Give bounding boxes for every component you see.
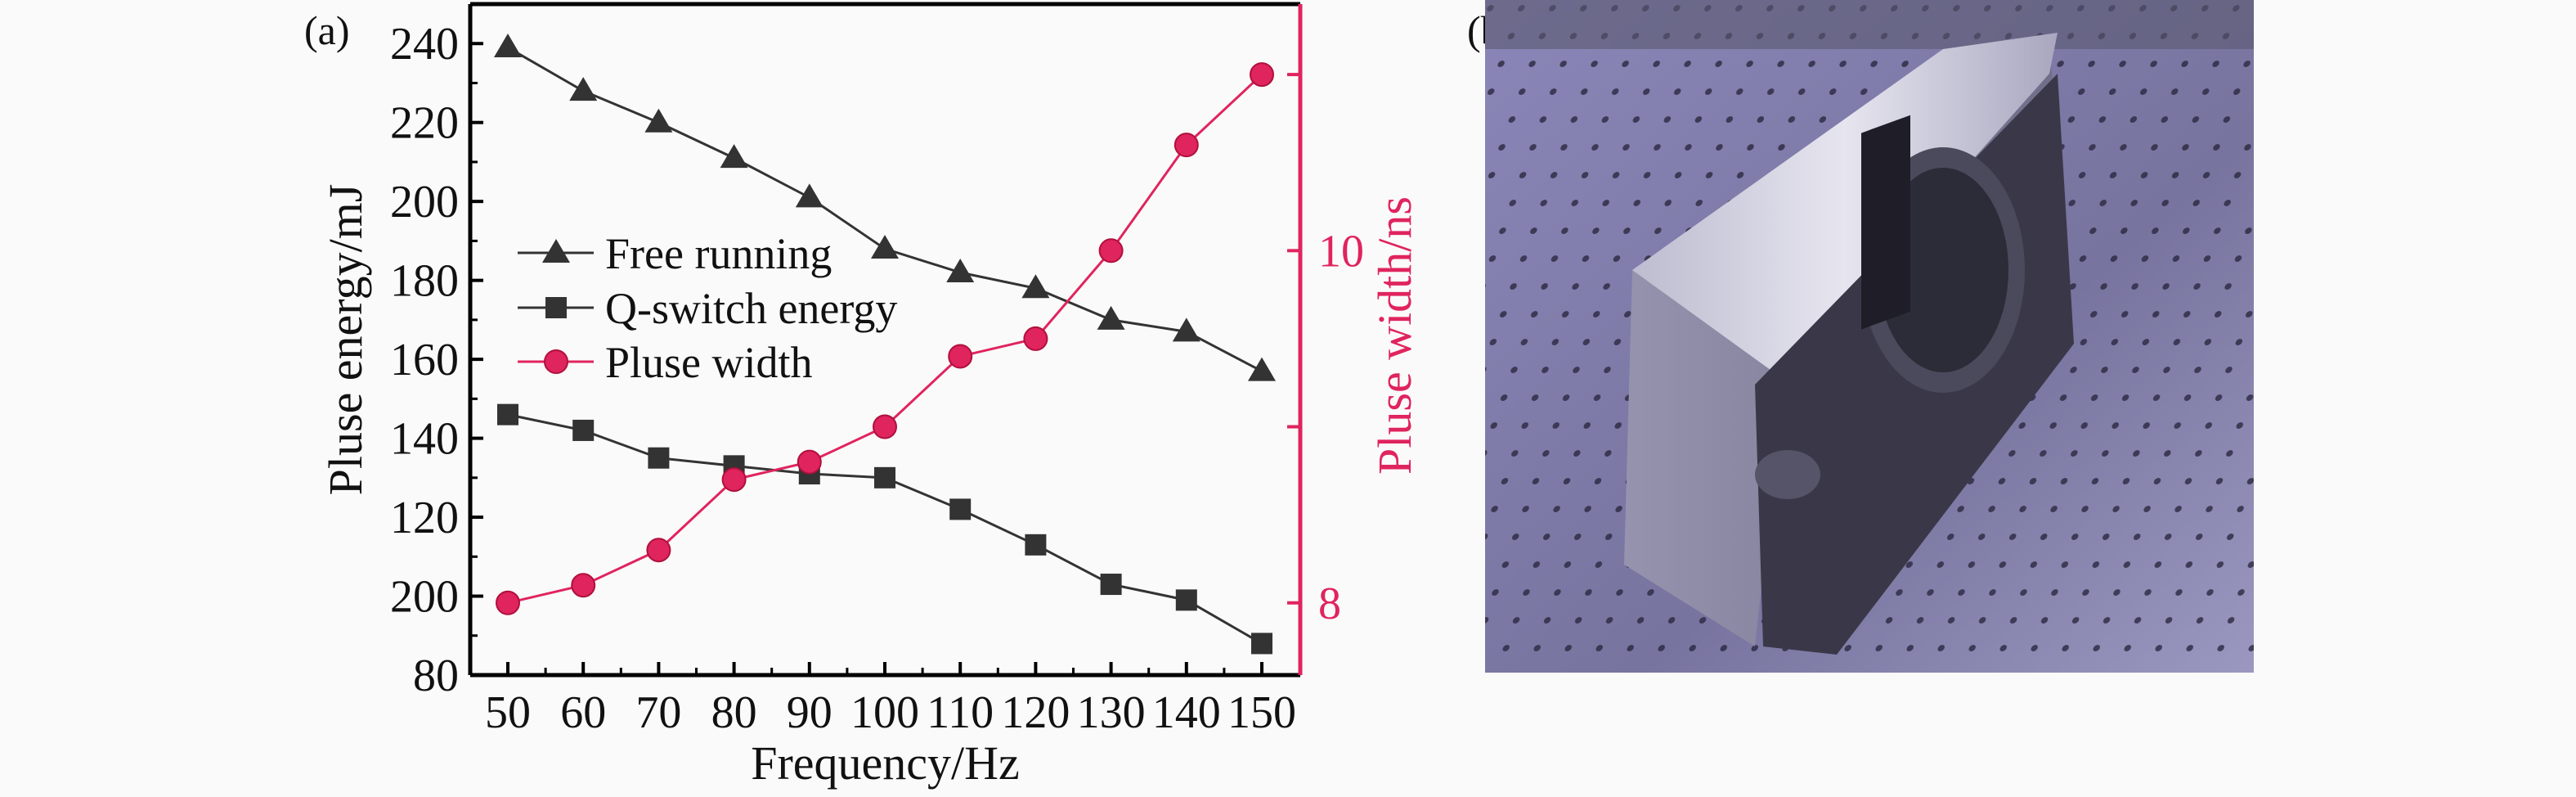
y2-tick-label: 10 [1318,226,1364,277]
data-point-free-running [1097,305,1125,330]
data-point-q-switch-energy [874,466,895,489]
chart: 50 60 70 80 90 100 110 120 130 140 150802001201401… [319,2,1421,790]
legend-label-q-switch-energy: Q-switch energy [605,284,897,333]
data-point-pluse-width [721,467,747,493]
y-tick-label: 80 [413,651,459,701]
data-point-free-running [569,77,598,101]
y-tick-label: 180 [390,256,459,307]
data-point-pluse-width [797,449,822,475]
data-point-pluse-width [1023,326,1048,351]
data-point-q-switch-energy [497,403,518,426]
data-point-free-running [795,183,824,208]
legend-label-free-running: Free running [605,229,832,278]
y2-axis-title: Pluse width/ns [1368,196,1421,475]
data-point-q-switch-energy [1175,589,1197,611]
data-point-free-running [1021,274,1050,299]
x-tick-label: 50 [485,687,531,738]
x-tick-label: 130 [1077,687,1146,738]
x-tick-label: 120 [1001,687,1070,738]
data-point-free-running [1172,317,1200,342]
y-tick-label: 140 [390,414,459,465]
data-point-free-running [946,259,975,282]
photo-laser-device [1485,0,2254,673]
y-axis-title: Pluse energy/mJ [319,184,372,496]
legend-marker-q-switch-energy [545,297,567,318]
data-point-pluse-width [1174,133,1199,158]
panel-a-label: (a) [304,7,350,53]
legend-label-pluse-width: Pluse width [605,338,813,387]
x-axis-title: Frequency/Hz [751,736,1020,790]
data-point-pluse-width [873,414,897,439]
y-tick-label: 200 [390,572,459,623]
data-point-pluse-width [1250,62,1274,88]
y2-tick-label: 8 [1318,579,1341,629]
x-tick-label: 110 [927,687,994,738]
data-point-pluse-width [571,573,596,598]
data-point-q-switch-energy [1251,633,1272,655]
data-point-q-switch-energy [949,498,972,520]
data-point-free-running [1248,357,1276,381]
legend-marker-pluse-width [544,349,568,374]
data-point-pluse-width [646,538,671,563]
y-tick-label: 240 [390,19,459,70]
data-point-q-switch-energy [1100,574,1122,596]
data-point-q-switch-energy [648,447,670,469]
data-point-q-switch-energy [572,419,595,441]
data-point-pluse-width [496,590,520,615]
data-point-q-switch-energy [1025,534,1047,556]
series-line-q-switch-energy [507,413,1263,645]
data-point-free-running [494,34,522,58]
y-tick-label: 200 [390,177,459,227]
legend-marker-free-running [542,239,570,263]
y-tick-label: 120 [390,493,459,543]
data-point-free-running [644,108,673,133]
x-tick-label: 140 [1152,687,1221,738]
data-point-free-running [720,144,748,169]
data-point-pluse-width [948,344,973,369]
x-tick-label: 100 [850,687,919,738]
x-tick-label: 70 [635,687,681,738]
y-tick-label: 220 [390,98,459,149]
x-tick-label: 150 [1227,687,1296,738]
x-tick-label: 60 [560,687,606,738]
data-point-free-running [871,235,899,259]
y-tick-label: 160 [390,335,459,385]
x-tick-label: 90 [787,687,832,738]
x-tick-label: 80 [711,687,757,738]
data-point-pluse-width [1098,238,1124,263]
